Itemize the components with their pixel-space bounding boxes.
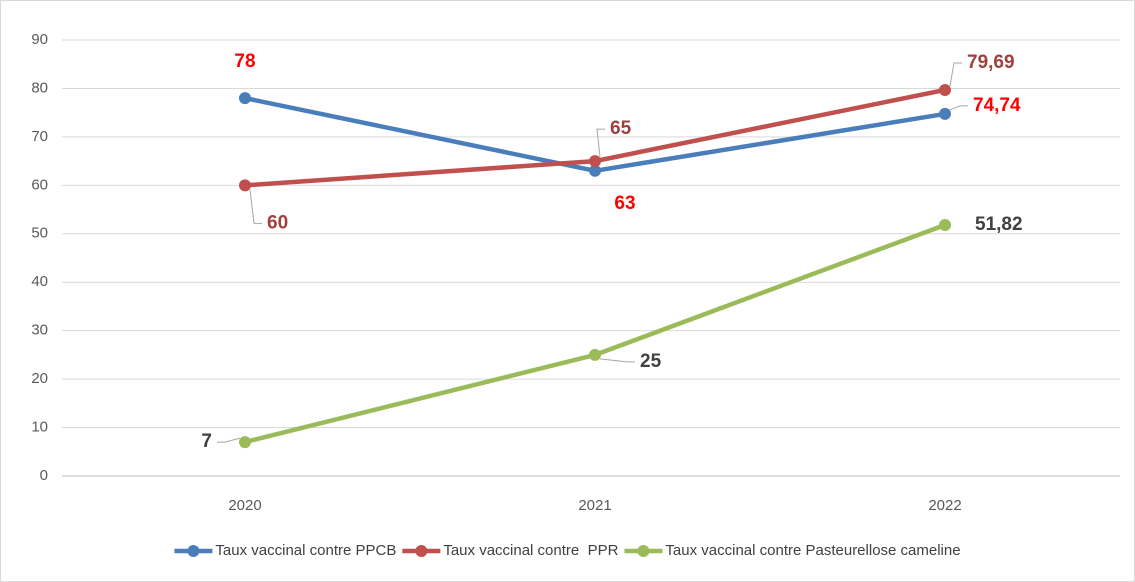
data-point bbox=[589, 155, 601, 168]
x-tick-label: 2021 bbox=[578, 497, 611, 514]
data-label: 74,74 bbox=[973, 95, 1021, 116]
data-point bbox=[939, 83, 951, 96]
y-tick-label: 20 bbox=[31, 370, 48, 387]
data-label: 78 bbox=[234, 51, 255, 72]
data-point bbox=[589, 348, 601, 361]
data-label: 63 bbox=[614, 193, 635, 214]
leader-line bbox=[949, 62, 962, 87]
x-tick-label: 2020 bbox=[228, 497, 261, 514]
data-point bbox=[939, 107, 951, 120]
y-tick-label: 40 bbox=[31, 273, 48, 290]
legend-label: Taux vaccinal contre Pasteurellose camel… bbox=[665, 542, 960, 559]
data-label: 25 bbox=[640, 351, 662, 372]
y-tick-label: 10 bbox=[31, 419, 48, 436]
legend-marker bbox=[637, 545, 650, 557]
y-tick-label: 90 bbox=[31, 31, 48, 48]
y-tick-label: 70 bbox=[31, 128, 48, 145]
leader-line bbox=[217, 437, 241, 443]
data-label: 7 bbox=[201, 431, 212, 452]
leader-line bbox=[249, 189, 262, 224]
leader-line bbox=[949, 105, 968, 111]
data-label: 51,82 bbox=[975, 214, 1023, 235]
data-point bbox=[939, 218, 951, 231]
data-label: 79,69 bbox=[967, 52, 1015, 73]
data-label: 65 bbox=[610, 118, 632, 139]
y-tick-label: 30 bbox=[31, 322, 48, 339]
data-point bbox=[239, 179, 251, 192]
data-point bbox=[239, 436, 251, 449]
leader-line bbox=[599, 358, 635, 363]
y-tick-label: 50 bbox=[31, 225, 48, 242]
legend-label: Taux vaccinal contre PPR bbox=[443, 542, 618, 559]
x-tick-label: 2022 bbox=[928, 497, 961, 514]
y-tick-label: 60 bbox=[31, 176, 48, 193]
leader-line bbox=[596, 128, 605, 158]
legend-marker bbox=[415, 545, 428, 557]
data-label: 60 bbox=[267, 212, 288, 233]
y-tick-label: 80 bbox=[31, 79, 48, 96]
data-point bbox=[239, 92, 251, 105]
y-tick-label: 0 bbox=[40, 467, 48, 484]
legend-label: Taux vaccinal contre PPCB bbox=[215, 542, 396, 559]
data-point bbox=[589, 164, 601, 177]
legend-marker bbox=[187, 545, 200, 557]
